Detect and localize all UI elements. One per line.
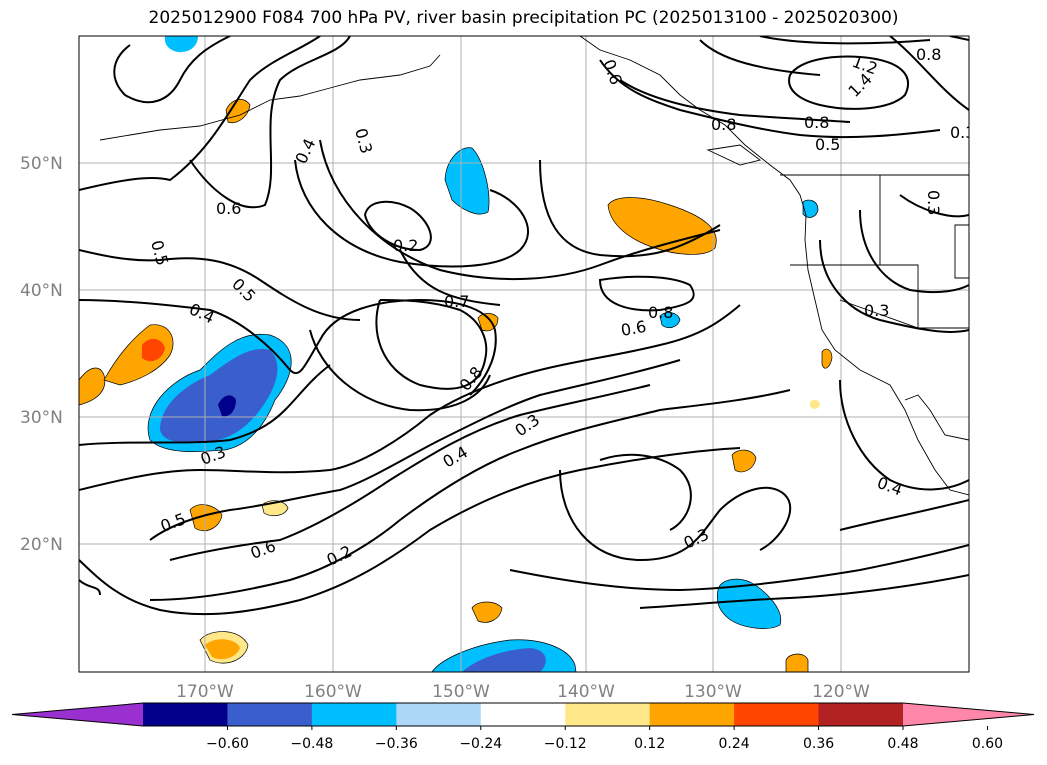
colorbar-extend-high (903, 703, 1034, 726)
lat-label-20n: 20°N (20, 535, 63, 555)
plot-border (78, 35, 970, 673)
contour-label: 0.8 (648, 303, 673, 322)
lat-label-30n: 30°N (20, 408, 63, 428)
colorbar-tick-label: −0.60 (206, 736, 249, 752)
colorbar-tick-label: −0.12 (544, 736, 587, 752)
colorbar-tick-label: 0.48 (887, 736, 918, 752)
colorbar-segment (818, 703, 904, 726)
colorbar-outline (11, 702, 1035, 727)
contour-label: 0.6 (619, 317, 647, 340)
colorbar-segment (143, 703, 228, 726)
colorbar-segment (311, 703, 397, 726)
contour-label: 0.7 (444, 292, 469, 311)
colorbar: −0.60 −0.48 −0.36 −0.24 −0.12 0.12 0.24 0.36 0.4… (11, 702, 1035, 752)
colorbar-tick-label: −0.36 (375, 736, 418, 752)
pv-contours (79, 36, 969, 616)
lon-label-130w: 130°W (684, 682, 742, 702)
colorbar-segment (649, 703, 735, 726)
lon-label-140w: 140°W (557, 682, 615, 702)
map-title: 2025012900 F084 700 hPa PV, river basin … (148, 8, 899, 28)
gridlines (79, 36, 969, 672)
colorbar-extend-low (12, 703, 143, 726)
contour-label: 0.6 (216, 199, 241, 218)
coastlines (99, 36, 969, 496)
contour-label: 0.3 (864, 301, 889, 320)
colorbar-tick-label: 0.36 (803, 736, 834, 752)
latitude-labels: 50°N 40°N 30°N 20°N (20, 154, 63, 555)
lat-label-40n: 40°N (20, 281, 63, 301)
colorbar-tick-label: 0.12 (634, 736, 665, 752)
contour-label: 0.5 (815, 135, 840, 154)
contour-label: 0.2 (393, 236, 418, 255)
colorbar-segment (480, 703, 566, 726)
contour-labels: 0.3 0.4 0.6 0.5 0.2 0.5 0.4 0.7 0.8 0.8 … (147, 45, 975, 570)
colorbar-tick-label: −0.24 (459, 736, 502, 752)
lon-label-160w: 160°W (304, 682, 362, 702)
contour-label: 0.3 (950, 123, 975, 142)
precip-shading (79, 36, 833, 672)
lon-label-150w: 150°W (432, 682, 490, 702)
colorbar-segment (565, 703, 651, 726)
lon-label-120w: 120°W (812, 682, 870, 702)
lon-label-170w: 170°W (176, 682, 234, 702)
contour-label: 0.8 (711, 115, 736, 134)
contour-label: 0.8 (804, 113, 829, 132)
lat-label-50n: 50°N (20, 154, 63, 174)
contour-label: 0.3 (924, 190, 943, 215)
colorbar-segment (227, 703, 313, 726)
plot-area (79, 36, 969, 672)
longitude-labels: 170°W 160°W 150°W 140°W 130°W 120°W (176, 682, 870, 702)
colorbar-tick-label: 0.24 (719, 736, 750, 752)
colorbar-tick-label: −0.48 (290, 736, 333, 752)
colorbar-segment (396, 703, 482, 726)
colorbar-tick-label: 0.60 (972, 736, 1003, 752)
colorbar-segment (734, 703, 820, 726)
contour-label: 0.8 (916, 45, 941, 64)
